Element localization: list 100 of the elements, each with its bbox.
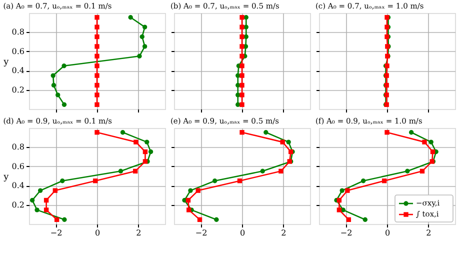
point: [362, 217, 368, 222]
point: [346, 217, 352, 222]
point: [360, 178, 366, 184]
point: [237, 178, 242, 184]
point: [240, 24, 244, 30]
point: [62, 217, 67, 222]
point: [240, 102, 244, 107]
point: [214, 217, 219, 222]
point: [244, 15, 248, 20]
point: [94, 92, 100, 98]
point: [44, 208, 49, 212]
x-tick-label: 0: [94, 228, 100, 238]
point: [336, 198, 342, 203]
point: [118, 168, 124, 174]
point: [244, 24, 248, 30]
point: [197, 217, 202, 222]
point: [244, 34, 248, 40]
point: [240, 54, 244, 58]
point: [34, 208, 40, 212]
point: [196, 188, 200, 193]
point: [260, 168, 265, 174]
point: [240, 44, 244, 49]
point: [212, 178, 218, 184]
point: [134, 140, 138, 144]
point: [336, 208, 342, 212]
point: [405, 168, 410, 174]
point: [56, 92, 60, 98]
point: [148, 149, 154, 154]
point: [186, 208, 192, 212]
point: [51, 82, 56, 88]
point: [186, 198, 191, 203]
point: [240, 64, 244, 68]
y-tick-label: 0.4: [12, 181, 24, 190]
x-tick-label: 0: [240, 228, 246, 238]
point: [137, 54, 142, 58]
point: [94, 54, 100, 58]
point: [62, 64, 66, 68]
point: [94, 130, 100, 135]
point: [132, 168, 138, 174]
point: [44, 198, 49, 203]
point: [428, 140, 434, 144]
point: [188, 188, 193, 193]
point: [240, 15, 244, 20]
y-tick-label: 0.6: [12, 46, 24, 56]
point: [240, 92, 244, 98]
point: [142, 159, 148, 164]
point: [280, 140, 285, 144]
y-axis-title: y: [2, 58, 10, 68]
point: [384, 130, 390, 135]
point: [30, 198, 35, 203]
point: [142, 24, 148, 30]
point: [94, 15, 100, 20]
point: [278, 168, 284, 174]
point: [236, 92, 240, 98]
point: [94, 82, 100, 88]
point: [54, 217, 60, 222]
point: [236, 82, 240, 88]
point: [94, 24, 100, 30]
point: [128, 15, 133, 20]
point: [240, 34, 244, 40]
y-tick-label: 0.2: [12, 200, 24, 210]
point: [60, 178, 65, 184]
point: [120, 130, 126, 135]
y-tick-label: 0.8: [12, 27, 24, 36]
point: [94, 44, 100, 49]
y-axis-title: y: [2, 172, 10, 182]
point: [286, 140, 291, 144]
point: [94, 34, 100, 40]
x-tick-label: 2: [136, 228, 142, 238]
point: [422, 140, 427, 144]
point: [240, 130, 244, 135]
point: [264, 130, 268, 135]
point: [382, 178, 387, 184]
point: [430, 149, 436, 154]
x-tick-label: 0: [384, 228, 390, 238]
y-tick-label: 0.2: [12, 86, 24, 95]
point: [420, 168, 425, 174]
point: [140, 34, 144, 40]
x-tick-label: −2: [195, 228, 208, 238]
y-tick-label: 0.8: [12, 142, 24, 152]
point: [38, 188, 43, 193]
point: [240, 73, 244, 78]
point: [340, 188, 344, 193]
y-tick-label: 0.6: [12, 162, 24, 171]
point: [52, 188, 58, 193]
x-tick-label: 2: [426, 228, 432, 238]
x-tick-label: −2: [50, 228, 62, 238]
point: [94, 102, 100, 107]
point: [345, 188, 350, 193]
point: [236, 102, 240, 107]
point: [240, 82, 244, 88]
point: [144, 140, 150, 144]
point: [142, 44, 148, 49]
x-tick-label: −2: [340, 228, 352, 238]
point: [94, 73, 100, 78]
point: [93, 178, 98, 184]
x-tick-label: 2: [281, 228, 286, 238]
point: [50, 73, 56, 78]
point: [236, 73, 240, 78]
point: [408, 130, 414, 135]
